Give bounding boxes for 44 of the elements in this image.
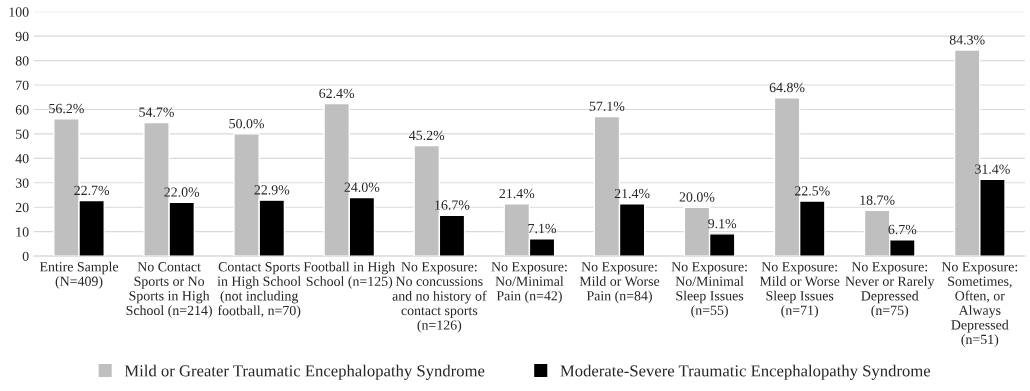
data-label: 18.7% xyxy=(860,195,895,205)
x-tick-label: No Exposure: Mild or Worse Pain (n=84) xyxy=(579,262,660,304)
y-tick-label: 100 xyxy=(9,7,29,17)
data-label: 54.7% xyxy=(139,107,174,117)
y-tick-label: 80 xyxy=(15,56,29,66)
data-label: 57.1% xyxy=(589,101,625,112)
data-label: 7.1% xyxy=(528,223,557,234)
x-tick-label: No Exposure: No/Minimal Pain (n=42) xyxy=(491,262,567,304)
data-label: 22.0% xyxy=(164,187,200,197)
data-label: 16.7% xyxy=(435,200,470,210)
data-label: 31.4% xyxy=(975,164,1010,174)
y-tick-label: 20 xyxy=(15,202,29,213)
data-label: 50.0% xyxy=(229,118,265,129)
legend-label: Mild or Greater Traumatic Encephalopathy Syndrome xyxy=(124,364,485,380)
data-label: 6.7% xyxy=(888,224,917,235)
x-tick-label: No Exposure: No/Minimal Sleep Issues (n=55) xyxy=(671,262,747,318)
x-tick-label: No Contact Sports or No Sports in High School (n=214) xyxy=(126,262,212,318)
data-label: 56.2% xyxy=(49,103,84,114)
data-label: 22.9% xyxy=(254,185,290,195)
data-label: 45.2% xyxy=(409,130,445,141)
x-tick-label: Contact Sports in High School (not including football, n=70) xyxy=(217,262,301,319)
data-label: 24.0% xyxy=(344,182,380,192)
data-label: 22.7% xyxy=(74,185,110,196)
data-label: 9.1% xyxy=(708,218,737,229)
data-label: 20.0% xyxy=(679,192,715,202)
y-tick-label: 0 xyxy=(22,251,29,262)
data-label: 84.3% xyxy=(949,35,985,45)
y-tick-label: 40 xyxy=(15,153,29,164)
data-label: 22.5% xyxy=(794,186,830,196)
y-tick-label: 60 xyxy=(15,105,29,115)
data-label: 64.8% xyxy=(769,82,805,93)
legend-label: Moderate-Severe Traumatic Encephalopathy Syndrome xyxy=(560,364,931,380)
y-tick-label: 50 xyxy=(16,129,29,139)
data-label: 21.4% xyxy=(614,188,650,199)
x-tick-label: No Exposure: Never or Rarely Depressed (n=75) xyxy=(845,262,935,318)
data-label: 62.4% xyxy=(319,88,355,99)
x-tick-label: No Exposure: Mild or Worse Sleep Issues (n=71) xyxy=(759,262,840,318)
y-tick-label: 10 xyxy=(16,227,29,237)
y-tick-label: 90 xyxy=(15,31,29,42)
y-tick-label: 30 xyxy=(15,178,29,188)
x-tick-label: No Exposure: Sometimes, Often, or Always Depressed (n=51) xyxy=(941,262,1018,347)
x-tick-label: Entire Sample (N=409) xyxy=(39,261,119,289)
y-tick-label: 70 xyxy=(16,80,29,90)
data-label: 21.4% xyxy=(499,188,535,199)
